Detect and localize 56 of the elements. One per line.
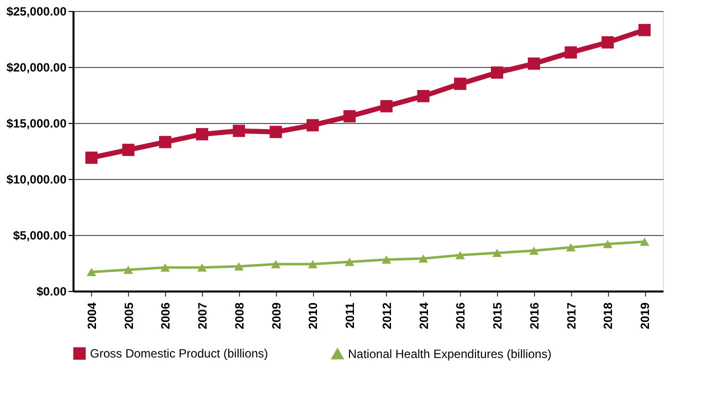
point (196, 128, 208, 140)
x-tick-label: 2008 (232, 302, 246, 330)
point (124, 266, 134, 274)
point (490, 66, 504, 79)
point (86, 268, 96, 276)
x-tick-label: 2014 (416, 302, 431, 330)
x-tick-label: 2016 (454, 302, 468, 330)
point (122, 144, 134, 156)
point (602, 240, 612, 248)
x-tick-label: 2006 (158, 302, 173, 330)
point (306, 119, 319, 132)
y-tick-label: $15,000.00 (6, 116, 67, 130)
point (640, 238, 650, 246)
point (566, 243, 576, 252)
legend-label: Gross Domestic Product (billions) (90, 346, 268, 361)
point (380, 100, 393, 112)
point (528, 58, 540, 70)
point (160, 263, 170, 272)
x-tick-label: 2017 (564, 302, 578, 330)
y-tick-label: $0.00 (36, 284, 67, 298)
point (529, 246, 539, 255)
x-tick-label: 2015 (490, 302, 505, 330)
point (492, 248, 502, 258)
point (159, 136, 172, 148)
point (271, 260, 281, 268)
x-tick-label: 2016 (527, 302, 542, 330)
y-tick-label: $10,000.00 (6, 172, 67, 186)
x-tick-label: 2009 (269, 302, 284, 330)
point (85, 152, 98, 164)
point (197, 263, 207, 272)
point (454, 78, 466, 90)
x-tick-label: 2019 (638, 302, 652, 330)
x-tick-label: 2004 (84, 302, 99, 330)
x-tick-label: 2018 (601, 302, 616, 330)
point (602, 36, 614, 48)
y-tick-label: $25,000.00 (6, 4, 67, 18)
point (343, 110, 356, 122)
point (417, 90, 430, 102)
y-tick-label: $5,000.00 (13, 228, 67, 242)
point (232, 124, 246, 137)
point (308, 260, 318, 268)
x-tick-label: 2010 (306, 302, 320, 330)
x-tick-label: 2011 (343, 302, 358, 329)
y-tick-label: $20,000.00 (6, 60, 67, 74)
point (344, 258, 354, 266)
point (455, 251, 465, 260)
x-tick-label: 2012 (380, 302, 394, 330)
x-tick-label: 2007 (196, 302, 210, 330)
legend-label: National Health Expenditures (billions) (348, 346, 552, 361)
point (382, 256, 392, 264)
x-tick-label: 2005 (122, 302, 136, 330)
point (638, 24, 651, 36)
point (418, 254, 428, 263)
point (564, 46, 577, 59)
point (270, 126, 282, 138)
point (234, 262, 244, 270)
